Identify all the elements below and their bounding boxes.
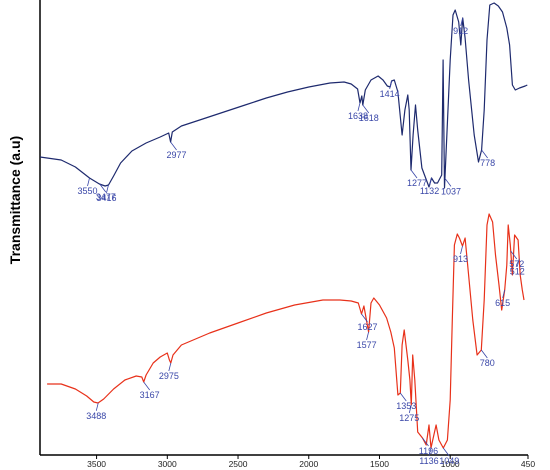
peak-label: 1353	[396, 401, 416, 411]
peak-label: 3416	[96, 193, 116, 203]
peak-leader-line	[95, 402, 99, 411]
peak-leader-line	[422, 437, 429, 447]
x-tick-label: 450	[521, 459, 535, 469]
peak-label: 1132	[420, 186, 439, 196]
peak-label: 1136	[419, 456, 438, 466]
y-axis-label: Transmittance (a.u)	[7, 136, 23, 264]
peak-label: 780	[480, 358, 495, 368]
peak-label: 1638	[348, 111, 368, 121]
peak-label: 3167	[140, 390, 160, 400]
peak-label: 512	[510, 267, 525, 277]
peak-leader-line	[389, 80, 393, 90]
peak-leader-line	[106, 184, 109, 194]
peak-leader-line	[361, 313, 368, 323]
peak-leader-line	[357, 102, 361, 112]
peak-leader-line	[429, 177, 432, 187]
peak-label: 778	[480, 158, 495, 168]
peak-leader-line	[444, 178, 452, 187]
peak-label: 572	[509, 259, 524, 269]
peak-leader-line	[99, 183, 107, 193]
peak-label: 1196	[419, 446, 438, 456]
x-axis-ticks: 3500 3000 2500 2000 1500 1000 450	[87, 455, 535, 469]
peak-label: 3550	[77, 186, 97, 196]
peak-leader-line	[168, 362, 172, 372]
peak-leader-line	[170, 141, 177, 151]
peak-leader-line	[460, 245, 463, 255]
peak-leader-line	[410, 169, 418, 179]
x-tick-label: 1000	[441, 459, 460, 469]
peak-leader-line	[510, 250, 518, 260]
peak-label: 1414	[380, 89, 400, 99]
peak-label: 1275	[399, 413, 419, 423]
peak-label: 1577	[357, 340, 377, 350]
peak-leader-line	[362, 104, 370, 114]
peak-leader-line	[460, 17, 464, 27]
peak-label: 1037	[441, 186, 461, 196]
peak-label: 913	[453, 254, 468, 264]
peak-leader-line	[366, 331, 369, 341]
series-2-line	[47, 213, 525, 449]
peak-leader-line	[143, 381, 151, 391]
peak-label: 1277	[407, 178, 427, 188]
x-tick-label: 2000	[299, 459, 318, 469]
peak-label: 1618	[359, 113, 379, 123]
x-tick-label: 3500	[87, 459, 106, 469]
peak-label: 1627	[357, 322, 377, 332]
x-tick-label: 1500	[370, 459, 389, 469]
peak-leader-line	[87, 177, 90, 187]
peak-leader-line	[481, 349, 488, 359]
series-1-line	[39, 2, 528, 189]
peak-leader-line	[399, 392, 407, 402]
peak-leader-line	[502, 289, 506, 299]
peak-label: 615	[495, 298, 510, 308]
peak-label: 2975	[159, 371, 179, 381]
series-layer	[39, 2, 528, 449]
peak-leader-line	[481, 149, 488, 159]
x-tick-label: 2500	[229, 459, 248, 469]
peak-leader-line	[408, 404, 412, 414]
peak-leader-line	[516, 258, 520, 267]
peak-leader-line	[428, 447, 432, 457]
peak-leader-line	[442, 447, 450, 457]
peak-label: 912	[453, 26, 468, 36]
peak-label: 3477	[96, 192, 116, 202]
peak-label: 3488	[86, 411, 106, 421]
peak-label: 1049	[439, 456, 459, 466]
peak-label: 2977	[167, 150, 187, 160]
x-tick-label: 3000	[158, 459, 177, 469]
